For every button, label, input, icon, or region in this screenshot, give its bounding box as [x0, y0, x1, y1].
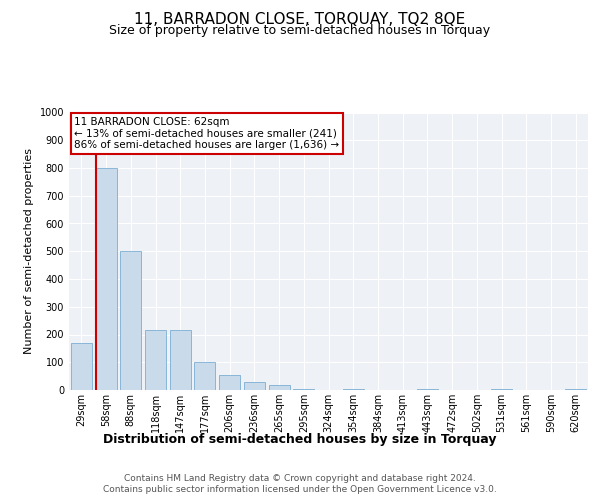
Bar [565, 388, 586, 390]
Text: Contains public sector information licensed under the Open Government Licence v3: Contains public sector information licen… [103, 485, 497, 494]
Bar [269, 385, 290, 390]
Bar [170, 330, 191, 390]
Y-axis label: Number of semi-detached properties: Number of semi-detached properties [24, 148, 34, 354]
Bar [194, 362, 215, 390]
Bar [244, 382, 265, 390]
Bar [219, 374, 240, 390]
Text: 11, BARRADON CLOSE, TORQUAY, TQ2 8QE: 11, BARRADON CLOSE, TORQUAY, TQ2 8QE [134, 12, 466, 28]
Bar [491, 388, 512, 390]
Bar [293, 388, 314, 390]
Bar [417, 388, 438, 390]
Bar [71, 343, 92, 390]
Bar [145, 330, 166, 390]
Text: 11 BARRADON CLOSE: 62sqm
← 13% of semi-detached houses are smaller (241)
86% of : 11 BARRADON CLOSE: 62sqm ← 13% of semi-d… [74, 116, 340, 150]
Text: Contains HM Land Registry data © Crown copyright and database right 2024.: Contains HM Land Registry data © Crown c… [124, 474, 476, 483]
Bar [95, 168, 116, 390]
Bar [343, 388, 364, 390]
Text: Distribution of semi-detached houses by size in Torquay: Distribution of semi-detached houses by … [103, 432, 497, 446]
Text: Size of property relative to semi-detached houses in Torquay: Size of property relative to semi-detach… [109, 24, 491, 37]
Bar [120, 251, 141, 390]
